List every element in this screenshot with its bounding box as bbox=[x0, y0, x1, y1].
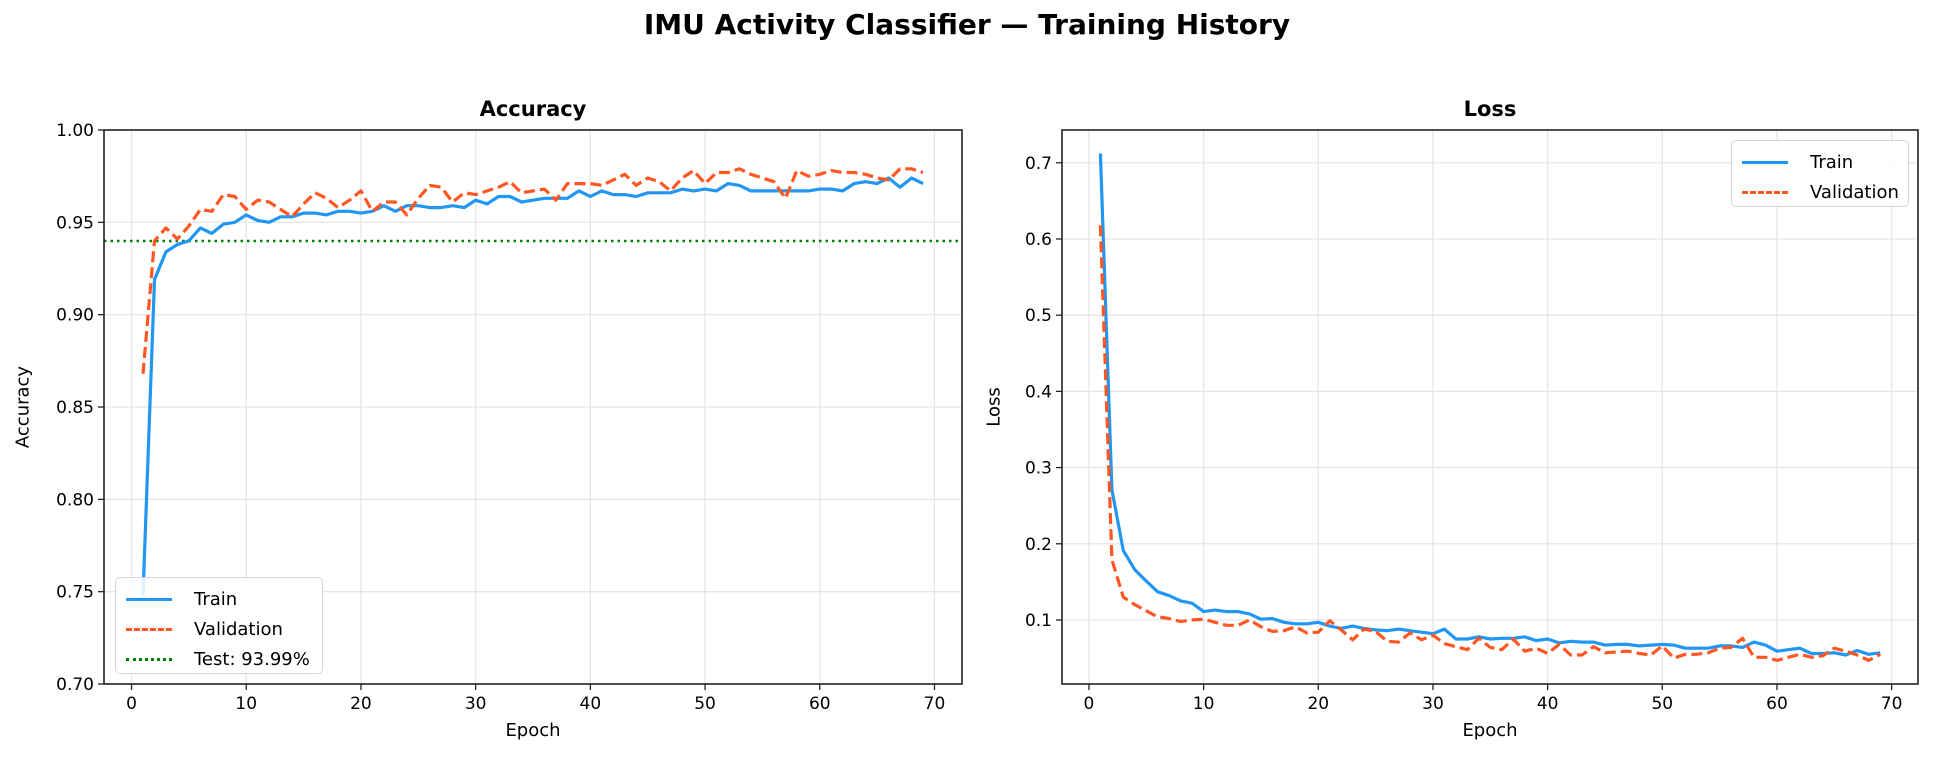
y-tick-label: 0.75 bbox=[56, 583, 94, 603]
y-axis-label: Loss bbox=[984, 387, 1005, 426]
x-axis-label: Epoch bbox=[505, 720, 560, 741]
y-axis-label: Accuracy bbox=[13, 366, 34, 449]
y-tick-label: 1.00 bbox=[56, 121, 94, 141]
validation-line-swatch-icon bbox=[126, 627, 172, 631]
x-tick-label: 20 bbox=[1307, 694, 1329, 714]
legend-item-train: Train bbox=[1740, 147, 1900, 177]
y-tick-label: 0.4 bbox=[1025, 382, 1052, 402]
train-line-swatch-icon bbox=[1742, 160, 1788, 164]
subplot-title: Loss bbox=[1464, 97, 1517, 121]
legend-label-test: Test: 93.99% bbox=[194, 648, 310, 670]
x-tick-label: 70 bbox=[924, 694, 946, 714]
y-tick-label: 0.70 bbox=[56, 675, 94, 695]
y-tick-label: 0.3 bbox=[1025, 459, 1052, 479]
legend-item-validation: Validation bbox=[1740, 177, 1900, 207]
legend-label-train: Train bbox=[1810, 151, 1854, 173]
x-tick-label: 60 bbox=[809, 694, 831, 714]
legend-label-validation: Validation bbox=[1810, 181, 1899, 203]
x-tick-label: 50 bbox=[1651, 694, 1673, 714]
figure-suptitle: IMU Activity Classifier — Training Histo… bbox=[643, 8, 1291, 41]
test-line-swatch-icon bbox=[126, 657, 172, 661]
legend-item-test: Test: 93.99% bbox=[124, 644, 314, 674]
x-tick-label: 50 bbox=[694, 694, 716, 714]
y-tick-label: 0.80 bbox=[56, 490, 94, 510]
loss-legend: Train Validation bbox=[1731, 140, 1909, 207]
accuracy-axes: 0 10 20 30 40 50 60 70 0.70 0.75 0.80 0.85 0.90 0.95 1… bbox=[13, 97, 963, 741]
train-series-line bbox=[141, 176, 924, 596]
x-tick-label: 0 bbox=[126, 694, 137, 714]
legend-item-validation: Validation bbox=[124, 614, 314, 644]
loss-axes: 0 10 20 30 40 50 60 70 0.1 0.2 0.3 0.4 0.5 0.6 0.7 Epoc… bbox=[984, 97, 1919, 741]
y-tick-label: 0.1 bbox=[1025, 611, 1052, 631]
x-tick-label: 70 bbox=[1881, 694, 1903, 714]
subplot-title: Accuracy bbox=[480, 97, 587, 121]
x-tick-label: 40 bbox=[1537, 694, 1559, 714]
train-series-line bbox=[1098, 153, 1881, 657]
x-axis-label: Epoch bbox=[1462, 720, 1517, 741]
validation-series-line bbox=[141, 167, 924, 374]
x-tick-label: 30 bbox=[1422, 694, 1444, 714]
accuracy-legend: Train Validation Test: 93.99% bbox=[115, 577, 323, 674]
y-tick-label: 0.6 bbox=[1025, 230, 1052, 250]
x-tick-label: 10 bbox=[235, 694, 257, 714]
x-tick-label: 60 bbox=[1766, 694, 1788, 714]
legend-item-train: Train bbox=[124, 584, 314, 614]
train-line-swatch-icon bbox=[126, 597, 172, 601]
x-tick-label: 40 bbox=[580, 694, 602, 714]
grid-lines bbox=[1062, 130, 1918, 684]
legend-label-validation: Validation bbox=[194, 618, 283, 640]
x-tick-label: 10 bbox=[1193, 694, 1215, 714]
validation-series-line bbox=[1098, 225, 1881, 663]
y-tick-label: 0.7 bbox=[1025, 154, 1052, 174]
y-tick-label: 0.85 bbox=[56, 398, 94, 418]
y-tick-label: 0.2 bbox=[1025, 535, 1052, 555]
axes-frame bbox=[1061, 129, 1919, 685]
y-tick-label: 0.90 bbox=[56, 306, 94, 326]
x-tick-label: 30 bbox=[465, 694, 487, 714]
validation-line-swatch-icon bbox=[1742, 190, 1788, 194]
y-tick-label: 0.5 bbox=[1025, 306, 1052, 326]
legend-label-train: Train bbox=[194, 588, 238, 610]
x-tick-label: 20 bbox=[350, 694, 372, 714]
y-tick-label: 0.95 bbox=[56, 213, 94, 233]
x-tick-label: 0 bbox=[1084, 694, 1095, 714]
